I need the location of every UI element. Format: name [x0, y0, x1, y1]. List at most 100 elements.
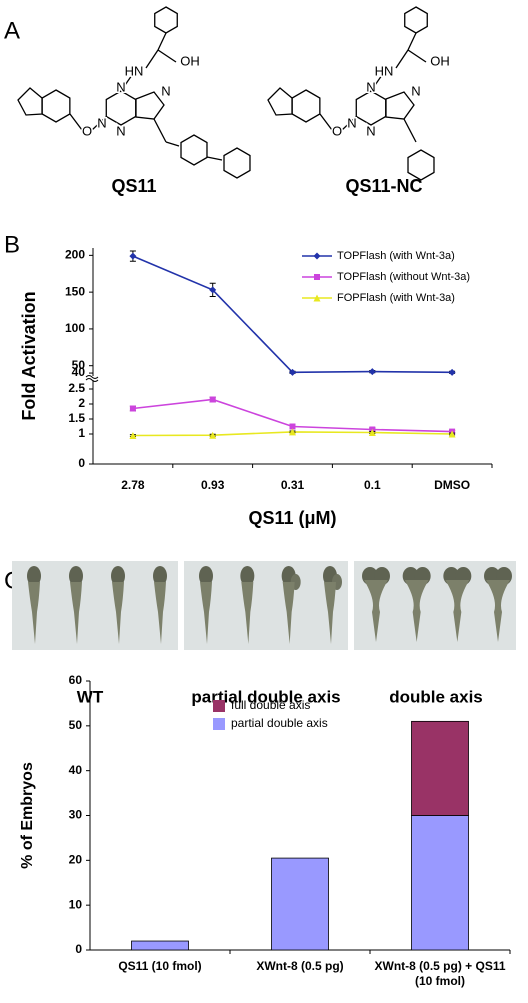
- embryo-body: [241, 582, 254, 644]
- data-point: [368, 368, 376, 376]
- ring: [154, 6, 178, 34]
- data-point: [209, 396, 216, 403]
- atom-label: HN: [125, 63, 144, 78]
- legend-label: partial double axis: [231, 716, 328, 730]
- bar: [271, 857, 329, 951]
- embryo: [323, 566, 342, 644]
- bond: [145, 49, 159, 69]
- y-tick-label: 40: [69, 763, 83, 777]
- y-axis-title: Fold Activation: [19, 291, 39, 420]
- data-point: [129, 432, 137, 439]
- ring: [267, 87, 293, 116]
- atom-label: N: [347, 115, 356, 130]
- ring: [17, 87, 43, 116]
- data-point: [448, 368, 456, 376]
- embryo-head: [69, 566, 83, 586]
- ring: [385, 91, 415, 120]
- x-tick-label: 0.31: [281, 478, 305, 492]
- embryo: [153, 566, 167, 644]
- embryo-body: [364, 580, 388, 642]
- embryo-head: [199, 566, 213, 586]
- ring: [407, 149, 435, 181]
- atom-label: N: [366, 79, 375, 94]
- bond: [91, 116, 107, 131]
- atom-label: N: [116, 79, 125, 94]
- x-tick-label: 0.1: [364, 478, 381, 492]
- embryo: [443, 567, 472, 642]
- embryo: [240, 566, 255, 644]
- y-tick-label: 150: [65, 284, 85, 298]
- bond: [407, 32, 417, 51]
- data-point: [314, 274, 320, 280]
- embryo: [111, 566, 125, 644]
- bond: [69, 113, 83, 131]
- y-tick-label: 10: [69, 897, 83, 911]
- x-tick-label: DMSO: [434, 478, 470, 492]
- legend-swatch: [213, 700, 225, 712]
- ring: [180, 134, 208, 166]
- y-tick-label: 100: [65, 321, 85, 335]
- embryo-head: [27, 566, 41, 586]
- ring: [105, 90, 137, 126]
- data-point: [129, 405, 136, 412]
- data-point: [313, 252, 321, 260]
- y-tick-label: 20: [69, 853, 83, 867]
- y-tick-label: 1.5: [68, 411, 85, 425]
- embryo-body: [324, 582, 336, 644]
- compound-name: QS11-NC: [345, 176, 422, 196]
- bond: [120, 74, 133, 92]
- bond: [341, 116, 357, 131]
- data-point: [313, 294, 321, 302]
- embryo-body: [154, 582, 166, 644]
- bar: [131, 940, 189, 951]
- bar: [411, 720, 469, 816]
- axis-break-mark: [85, 375, 99, 382]
- ring: [41, 89, 71, 123]
- y-tick-label: 30: [69, 808, 83, 822]
- y-axis-title: % of Embryos: [19, 762, 36, 869]
- embryo-body: [404, 580, 429, 642]
- panel-label: A: [4, 17, 20, 44]
- bond: [157, 49, 177, 63]
- panel-label: B: [4, 231, 20, 258]
- y-tick-label: 2: [78, 396, 85, 410]
- bar: [411, 815, 469, 951]
- data-point: [289, 423, 296, 430]
- embryo-body: [486, 580, 510, 642]
- bond: [157, 32, 167, 51]
- legend-label: full double axis: [231, 698, 310, 712]
- bond: [407, 49, 427, 63]
- data-point: [209, 286, 217, 294]
- atom-label: N: [366, 123, 375, 138]
- embryo-label: partial double axis: [191, 687, 340, 706]
- atom-label: HN: [375, 63, 394, 78]
- y-tick-label: 0: [75, 942, 82, 956]
- data-point: [129, 252, 137, 260]
- legend-swatch: [213, 718, 225, 730]
- ring: [291, 89, 321, 123]
- y-tick-label: 1: [78, 426, 85, 440]
- legend-label: TOPFlash (with Wnt-3a): [337, 250, 455, 262]
- embryo: [402, 567, 431, 642]
- legend-label: TOPFlash (without Wnt-3a): [337, 271, 470, 283]
- atom-label: OH: [180, 53, 200, 68]
- atom-label: N: [97, 115, 106, 130]
- ring: [223, 147, 251, 179]
- embryo: [281, 566, 301, 644]
- embryo-head: [153, 566, 167, 586]
- bond: [206, 156, 223, 161]
- bond: [395, 49, 409, 69]
- x-axis-title: QS11 (μM): [248, 508, 336, 528]
- bond: [165, 141, 180, 147]
- atom-label: OH: [430, 53, 450, 68]
- embryo-body: [28, 582, 40, 644]
- y-tick-label: 2.5: [68, 381, 85, 395]
- x-tick-label: XWnt-8 (0.5 pg) + QS11 (10 fmol): [374, 959, 506, 988]
- ring: [404, 6, 428, 34]
- embryo-body: [445, 580, 470, 642]
- x-tick-label: QS11 (10 fmol): [118, 959, 202, 973]
- embryo-body: [70, 582, 82, 644]
- ring: [135, 91, 165, 120]
